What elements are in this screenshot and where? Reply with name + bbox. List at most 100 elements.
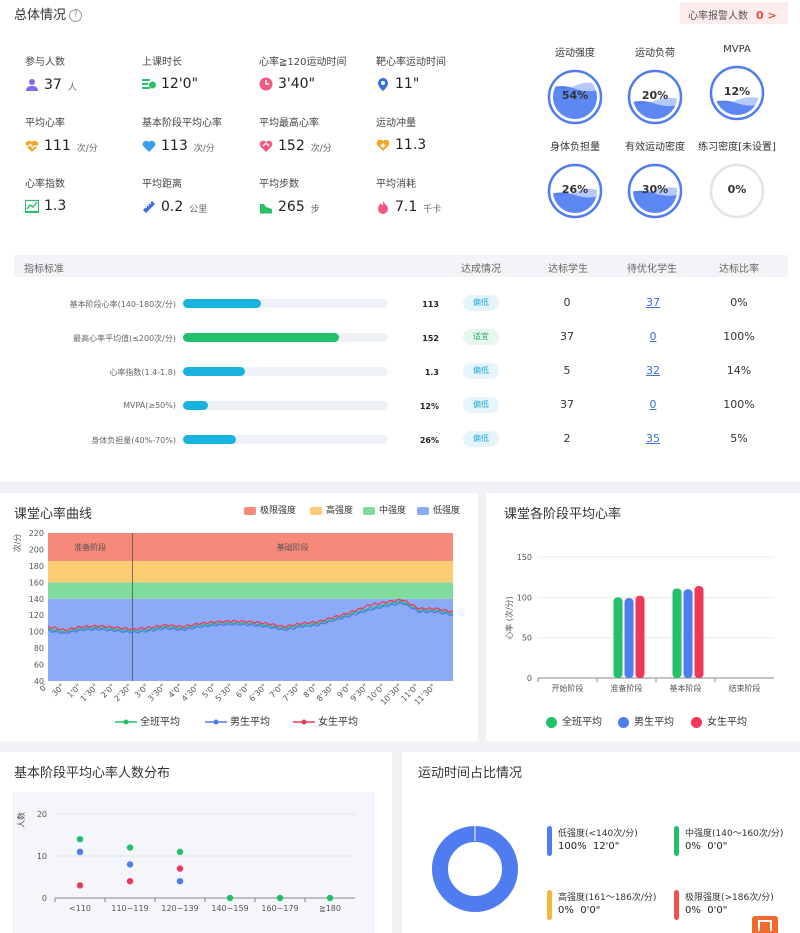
stage-avg-panel: 课堂各阶段平均心率 0 50 100 150 心率 (次/分) 开始阶段 准备阶段 基本阶段 结… [486, 493, 800, 741]
metric-value-row: 265 步 [259, 198, 374, 215]
zone-swatch [363, 506, 375, 515]
standard-name: 基本阶段心率(140-180次/分) [69, 300, 176, 309]
metric-label: 心率指数 [25, 179, 65, 190]
x-tick-label: ≧180 [319, 904, 341, 913]
zone-legend-item[interactable]: 中强度 [363, 503, 406, 516]
y-tick-label: 160 [29, 578, 44, 587]
metric-value: 113 [161, 137, 188, 154]
gauge-value: 0% [727, 183, 747, 196]
heart-icon [142, 140, 156, 152]
hr-legend-label: 女生平均 [318, 717, 358, 728]
gauge-fill-group [715, 97, 759, 115]
scatter-point [226, 894, 234, 902]
standard-progress-track [183, 367, 388, 376]
standard-pending-link[interactable]: 32 [646, 364, 660, 377]
gauge-label: MVPA [723, 44, 751, 55]
scatter-point [126, 878, 134, 885]
metric-value-row: 111 次/分 [25, 137, 140, 154]
metric-heart-peak: 平均最高心率 152 次/分 [259, 114, 374, 154]
heart-plus-icon [376, 138, 390, 152]
alarm-value: 0 > [756, 9, 777, 22]
scatter-point [76, 882, 84, 889]
x-tick-label: 2'30" [112, 682, 133, 703]
zone-legend-item[interactable]: 极限强度 [244, 503, 296, 516]
hr-legend-item[interactable]: 男生平均 [205, 713, 270, 728]
gauge-outline [627, 69, 683, 125]
corner-logo-icon[interactable] [752, 916, 778, 933]
metric-label: 平均最高心率 [259, 118, 319, 129]
y-tick-label: 100 [29, 628, 44, 637]
gauge-value: 20% [641, 89, 669, 102]
hr-series-line [47, 600, 454, 633]
hr-legend-item[interactable]: 全班平均 [115, 713, 180, 728]
bar-legend-item[interactable]: 全班平均 [546, 713, 602, 728]
standard-status-badge: 偏低 [463, 431, 499, 447]
legend-line-icon [205, 719, 227, 725]
standard-row: 身体负担量(40%-70%) 26% 偏低 2 35 5% [14, 429, 788, 459]
bar-legend-item[interactable]: 女生平均 [691, 713, 747, 728]
x-tick-label: 1'30" [79, 682, 100, 703]
metric-label: 平均消耗 [376, 179, 416, 190]
gauge-2: MVPA 12% [702, 44, 772, 121]
metric-people: 参与人数 37 人 [25, 53, 140, 93]
standard-progress-track [183, 299, 388, 308]
gauge-ring: 30% [627, 163, 683, 219]
x-tick-label: 110~119 [111, 904, 148, 913]
standard-pending-link[interactable]: 0 [649, 398, 657, 411]
time-ratio-item[interactable]: 极限强度(>186次/分) 0% 0'0" [674, 890, 794, 922]
metric-shoe: 平均步数 265 步 [259, 175, 374, 215]
metric-value-row: 12'0" [142, 76, 257, 92]
bar-legend-label: 全班平均 [562, 717, 602, 728]
chart-icon [24, 199, 40, 213]
time-ratio-value: 0% 0'0" [685, 841, 728, 852]
metric-label: 心率≧120运动时间 [259, 57, 347, 68]
time-ratio-item[interactable]: 低强度(<140次/分) 100% 12'0" [547, 826, 667, 858]
duration-icon [142, 79, 156, 89]
heart-pulse-icon [25, 139, 39, 153]
y-tick-label: 150 [517, 553, 532, 562]
bar-legend-item[interactable]: 男生平均 [618, 713, 674, 728]
gauge-ring: 54% [547, 69, 603, 125]
ruler-icon [142, 200, 156, 214]
time-ratio-item[interactable]: 中强度(140～160次/分) 0% 0'0" [674, 826, 794, 858]
time-ratio-value: 100% 12'0" [558, 841, 620, 852]
metric-value: 7.1 [395, 198, 418, 215]
standard-pending-link[interactable]: 35 [646, 432, 660, 445]
standard-reached: 0 [563, 296, 571, 309]
standard-pending-link[interactable]: 37 [646, 296, 660, 309]
zone-swatch [244, 506, 256, 515]
metric-heart-plus: 运动冲量 11.3 [376, 114, 491, 153]
zone-swatch [417, 506, 429, 515]
scatter-point [276, 894, 284, 902]
gauge-value: 54% [561, 89, 589, 102]
x-tick-label: 结束阶段 [729, 683, 761, 693]
time-ratio-item[interactable]: 高强度(161～186次/分) 0% 0'0" [547, 890, 667, 922]
zone-legend-label: 中强度 [379, 506, 407, 516]
y-tick-label: 10 [37, 852, 47, 861]
bar-legend-label: 女生平均 [707, 717, 747, 728]
standard-pending-link[interactable]: 0 [649, 330, 657, 343]
gauge-ring-graphic [709, 163, 765, 219]
help-icon[interactable]: ? [69, 9, 83, 22]
standard-name: 最高心率平均值(≤200次/分) [73, 334, 176, 343]
legend-dot [213, 719, 219, 725]
y-tick-label: 100 [517, 593, 532, 602]
metric-heart: 基本阶段平均心率 113 次/分 [142, 114, 257, 154]
header-standard: 指标标准 [24, 264, 64, 275]
hr-legend-item[interactable]: 女生平均 [293, 713, 358, 728]
header-ratio: 达标比率 [719, 264, 759, 275]
x-tick-label: 3'30" [146, 682, 167, 703]
hr-legend-label: 全班平均 [140, 717, 180, 728]
standard-row: 心率指数(1.4-1.8) 1.3 偏低 5 32 14% [14, 361, 788, 391]
heart-peak-icon [259, 140, 273, 152]
gauge-label: 练习密度[未设置] [698, 142, 776, 153]
zone-legend-item[interactable]: 高强度 [310, 503, 353, 516]
zone-legend-item[interactable]: 低强度 [417, 503, 460, 516]
bar [613, 597, 623, 678]
alarm-badge[interactable]: 心率报警人数 0 > [680, 2, 788, 24]
metric-unit: 人 [67, 83, 77, 93]
metric-flame: 平均消耗 7.1 千卡 [376, 175, 491, 215]
gauge-outline [709, 65, 765, 121]
x-tick-label: 4'30" [180, 682, 201, 703]
